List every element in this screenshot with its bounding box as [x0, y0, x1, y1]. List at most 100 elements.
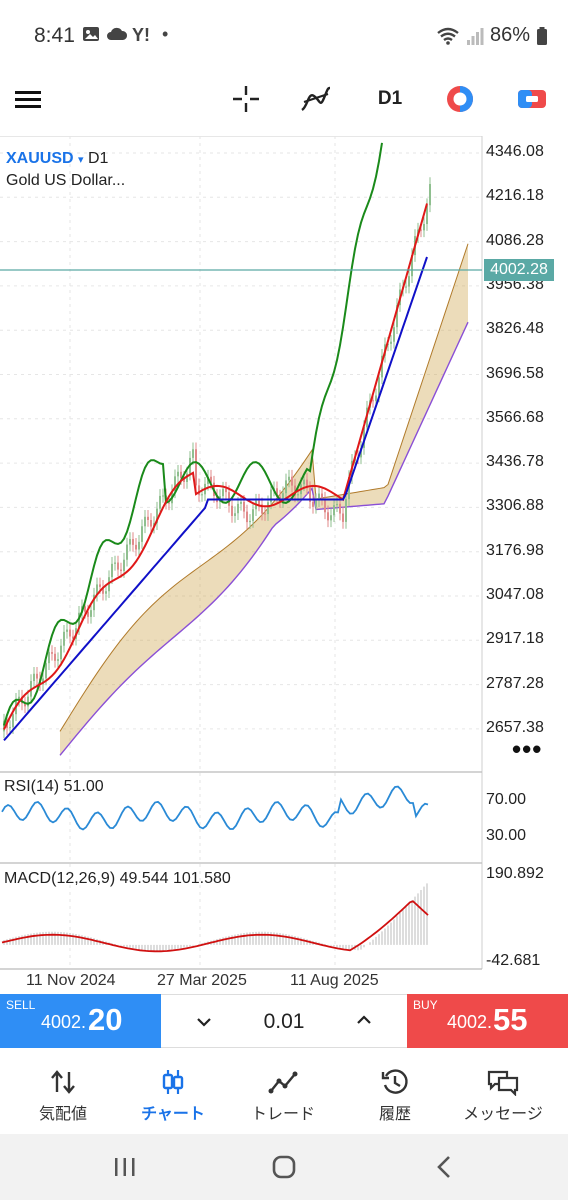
candle-body — [222, 488, 224, 497]
rsi-level-low: 30.00 — [486, 827, 527, 844]
candle-body — [243, 501, 245, 512]
nav-label: チャート — [141, 1106, 205, 1123]
candle-body — [138, 541, 140, 550]
candle-body — [423, 224, 425, 231]
candle-body — [276, 488, 278, 497]
symbol-code[interactable]: XAUUSD — [6, 150, 74, 167]
symbol-caret-icon[interactable]: ▾ — [78, 154, 84, 166]
buy-price-small: 4002. — [447, 1012, 493, 1032]
nav-quotes[interactable]: 気配値 — [8, 1068, 118, 1124]
candle-body — [237, 503, 239, 514]
messages-icon — [487, 1070, 519, 1096]
cloud-lower-edge — [59, 321, 469, 756]
symbol-label[interactable]: XAUUSD ▾ D1 — [6, 150, 108, 168]
status-time: 8:41 — [34, 24, 75, 47]
sell-price-small: 4002. — [41, 1012, 87, 1032]
menu-icon[interactable] — [12, 80, 44, 118]
candle-body — [225, 488, 227, 493]
candle-body — [129, 539, 131, 545]
system-nav-bar — [0, 1134, 568, 1200]
date-label: 11 Aug 2025 — [290, 972, 379, 989]
candle-body — [324, 498, 326, 513]
candle-body — [147, 516, 149, 520]
crosshair-icon[interactable] — [228, 80, 264, 118]
candle-body — [309, 488, 311, 502]
candle-body — [312, 501, 314, 507]
chart-canvas[interactable] — [0, 136, 568, 991]
nav-history[interactable]: 履歴 — [340, 1068, 450, 1124]
status-bar: 8:41 Y! • 86% — [0, 0, 568, 70]
candle-body — [240, 501, 242, 504]
trade-mode-icon[interactable] — [442, 80, 478, 118]
candle-body — [426, 205, 428, 225]
candle-body — [288, 476, 290, 481]
lot-value[interactable]: 0.01 — [263, 1010, 305, 1033]
candle-body — [393, 327, 395, 342]
candle-body — [363, 427, 365, 448]
candle-body — [141, 526, 143, 542]
chart-area[interactable]: XAUUSD ▾ D1 Gold US Dollar... 4346.08 421… — [0, 136, 568, 991]
price-axis-label: 2917.18 — [486, 630, 544, 648]
price-axis-label: 3436.78 — [486, 453, 544, 471]
candle-body — [411, 255, 413, 277]
candle-body — [330, 515, 332, 521]
candle-body — [69, 629, 71, 637]
candle-body — [24, 703, 26, 707]
current-price-label: 4002.28 — [484, 259, 554, 281]
recents-icon[interactable] — [113, 1156, 137, 1178]
price-axis-label: 2657.38 — [486, 718, 544, 736]
signal-icon — [466, 27, 484, 45]
chevron-down-icon — [197, 1018, 211, 1027]
candle-body — [327, 512, 329, 521]
candle-body — [231, 505, 233, 516]
more-icon[interactable]: ••• — [512, 734, 543, 764]
candle-body — [336, 503, 338, 506]
chart-toolbar: D1 — [0, 70, 568, 128]
candle-body — [78, 612, 80, 629]
candle-body — [21, 696, 23, 704]
home-icon[interactable] — [272, 1155, 296, 1179]
buy-button[interactable]: BUY 4002. 55 — [407, 994, 568, 1048]
date-label: 11 Nov 2024 — [26, 972, 116, 989]
candle-body — [246, 511, 248, 523]
candle-body — [87, 611, 89, 617]
candle-body — [51, 652, 53, 654]
symbol-description: Gold US Dollar... — [6, 172, 126, 189]
candle-body — [297, 494, 299, 496]
macd-signal-line — [1, 900, 429, 953]
lot-decrease-button[interactable] — [189, 1007, 219, 1037]
candle-body — [174, 476, 176, 492]
chikou-line — [3, 142, 383, 726]
back-icon[interactable] — [434, 1155, 454, 1179]
lot-increase-button[interactable] — [349, 1007, 379, 1037]
indicators-icon[interactable] — [298, 80, 334, 118]
candle-body — [201, 494, 203, 496]
buy-label: BUY — [413, 998, 438, 1012]
trade-bar: SELL 4002. 20 0.01 BUY 4002. 55 — [0, 994, 568, 1048]
price-axis-label: 3826.48 — [486, 320, 544, 338]
nav-trade[interactable]: トレード — [228, 1068, 338, 1124]
candle-body — [405, 286, 407, 288]
nav-messages[interactable]: メッセージ — [448, 1068, 558, 1124]
battery-icon — [537, 26, 547, 45]
candle-body — [348, 477, 350, 500]
candle-body — [96, 584, 98, 595]
candle-body — [48, 652, 50, 664]
candle-body — [192, 449, 194, 458]
candle-body — [111, 563, 113, 578]
price-axis-label: 4086.28 — [486, 231, 544, 249]
candle-body — [156, 508, 158, 524]
candle-body — [261, 504, 263, 514]
candle-body — [318, 493, 320, 501]
sell-button[interactable]: SELL 4002. 20 — [0, 994, 161, 1048]
candle-body — [183, 478, 185, 482]
candle-body — [12, 714, 14, 728]
timeframe-button[interactable]: D1 — [377, 88, 403, 109]
candle-body — [234, 513, 236, 516]
candle-body — [3, 720, 5, 732]
candle-body — [195, 449, 197, 486]
nav-chart[interactable]: チャート — [118, 1068, 228, 1124]
order-icon[interactable] — [514, 80, 550, 118]
candle-body — [258, 500, 260, 505]
price-axis-label: 3566.68 — [486, 408, 544, 426]
